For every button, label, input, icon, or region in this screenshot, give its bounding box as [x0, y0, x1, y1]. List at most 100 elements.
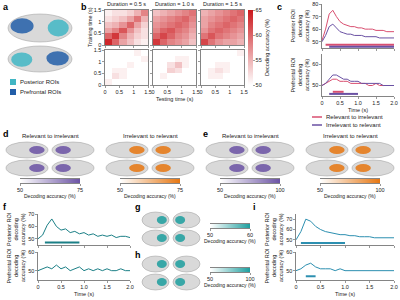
svg-text:1: 1: [228, 89, 231, 95]
svg-text:50: 50: [207, 276, 213, 282]
svg-text:Decoding accuracy (%): Decoding accuracy (%): [204, 282, 256, 288]
svg-text:60: 60: [286, 249, 292, 255]
svg-text:1: 1: [132, 89, 135, 95]
svg-text:a: a: [3, 2, 9, 12]
svg-text:50: 50: [312, 82, 318, 88]
svg-text:d: d: [3, 129, 9, 139]
svg-text:0: 0: [294, 284, 297, 290]
svg-text:Irrelevant to relevant: Irrelevant to relevant: [123, 133, 178, 139]
svg-text:Posterior ROIdecodingaccuracy: Posterior ROIdecodingaccuracy (%): [264, 212, 284, 246]
svg-text:h: h: [135, 250, 141, 260]
svg-text:50: 50: [217, 187, 223, 193]
svg-text:60: 60: [247, 232, 253, 238]
svg-text:60: 60: [286, 226, 292, 232]
svg-text:0.5: 0.5: [94, 30, 102, 36]
svg-text:Posterior ROIs: Posterior ROIs: [20, 79, 59, 85]
svg-text:1.0: 1.0: [341, 284, 349, 290]
svg-text:60: 60: [28, 223, 34, 229]
svg-text:75: 75: [77, 187, 83, 193]
svg-text:50: 50: [117, 187, 123, 193]
svg-text:Irrelevant to relevant: Irrelevant to relevant: [323, 133, 378, 139]
svg-text:50: 50: [17, 187, 23, 193]
svg-text:0.5: 0.5: [164, 89, 172, 95]
svg-text:1: 1: [98, 19, 101, 25]
svg-text:0: 0: [103, 89, 106, 95]
svg-text:Time (s): Time (s): [74, 291, 94, 297]
svg-text:Time (s): Time (s): [348, 107, 368, 113]
svg-text:50: 50: [312, 39, 318, 45]
svg-text:0.5: 0.5: [94, 70, 102, 76]
svg-text:e: e: [203, 129, 208, 139]
svg-text:Relevant to irrelevant: Relevant to irrelevant: [326, 114, 383, 120]
svg-text:50: 50: [207, 232, 213, 238]
svg-text:0: 0: [199, 89, 202, 95]
svg-text:70: 70: [312, 13, 318, 19]
svg-text:Decoding accuracy (%): Decoding accuracy (%): [124, 193, 176, 199]
svg-text:1.5: 1.5: [144, 89, 152, 95]
svg-text:0: 0: [151, 89, 154, 95]
svg-text:60: 60: [256, 32, 262, 38]
svg-text:g: g: [135, 202, 141, 212]
svg-text:0.5: 0.5: [336, 100, 344, 106]
svg-text:0: 0: [98, 82, 101, 88]
svg-text:0.5: 0.5: [212, 89, 220, 95]
svg-text:100: 100: [375, 187, 384, 193]
svg-text:60: 60: [312, 61, 318, 67]
svg-text:70: 70: [28, 211, 34, 217]
svg-text:50: 50: [28, 236, 34, 242]
svg-text:1: 1: [180, 89, 183, 95]
svg-text:60: 60: [28, 249, 34, 255]
svg-text:50: 50: [286, 268, 292, 274]
svg-text:Testing time (s): Testing time (s): [156, 96, 193, 102]
svg-text:Decoding accuracy (%): Decoding accuracy (%): [324, 193, 376, 199]
svg-text:55: 55: [256, 57, 262, 63]
svg-text:100: 100: [245, 276, 254, 282]
svg-text:Prefrontal ROIs: Prefrontal ROIs: [20, 89, 61, 95]
svg-text:70: 70: [286, 216, 292, 222]
svg-text:Duration = 0.5 s: Duration = 0.5 s: [107, 1, 146, 7]
svg-text:2.0: 2.0: [126, 284, 134, 290]
svg-text:Prefrontal ROIdecodingaccuracy: Prefrontal ROIdecodingaccuracy (%): [290, 57, 310, 93]
svg-text:1.5: 1.5: [240, 89, 248, 95]
svg-text:60: 60: [312, 26, 318, 32]
svg-text:Relevant to irrelevant: Relevant to irrelevant: [222, 133, 279, 139]
svg-text:1.5: 1.5: [366, 284, 374, 290]
svg-text:Relevant to irrelevant: Relevant to irrelevant: [22, 133, 79, 139]
svg-text:0: 0: [36, 284, 39, 290]
svg-text:Posterior ROIdecodingaccuracy: Posterior ROIdecodingaccuracy (%): [6, 212, 26, 246]
svg-text:Posterior ROIdecodingaccuracy: Posterior ROIdecodingaccuracy (%): [290, 9, 310, 43]
svg-text:50: 50: [256, 82, 262, 88]
svg-text:Duration = 1.5 s: Duration = 1.5 s: [203, 1, 242, 7]
svg-text:80: 80: [312, 1, 318, 7]
svg-text:0: 0: [320, 100, 323, 106]
svg-text:b: b: [81, 2, 87, 12]
svg-text:0.5: 0.5: [116, 89, 124, 95]
svg-text:1.0: 1.0: [80, 284, 88, 290]
svg-text:Time (s): Time (s): [335, 291, 355, 297]
svg-text:50: 50: [317, 187, 323, 193]
svg-text:50: 50: [28, 268, 34, 274]
svg-text:Decoding accuracy (%): Decoding accuracy (%): [204, 238, 256, 244]
svg-text:1.5: 1.5: [94, 7, 102, 13]
svg-text:75: 75: [177, 187, 183, 193]
svg-text:1.5: 1.5: [94, 47, 102, 53]
svg-text:2.0: 2.0: [390, 284, 398, 290]
svg-text:2.0: 2.0: [390, 100, 398, 106]
svg-text:c: c: [277, 2, 282, 12]
svg-text:i: i: [253, 202, 256, 212]
svg-text:50: 50: [286, 237, 292, 243]
svg-text:0.5: 0.5: [317, 284, 325, 290]
svg-text:Duration = 1.0 s: Duration = 1.0 s: [155, 1, 194, 7]
svg-text:Training time (s): Training time (s): [87, 7, 93, 47]
svg-text:Decoding accuracy (%): Decoding accuracy (%): [264, 19, 270, 76]
svg-text:Prefrontal ROIdecodingaccuracy: Prefrontal ROIdecodingaccuracy (%): [264, 248, 284, 284]
svg-text:1.5: 1.5: [192, 89, 200, 95]
svg-text:1.5: 1.5: [103, 284, 111, 290]
svg-text:65: 65: [256, 7, 262, 13]
svg-text:0.5: 0.5: [57, 284, 65, 290]
svg-text:Decoding accuracy (%): Decoding accuracy (%): [24, 193, 76, 199]
svg-text:100: 100: [275, 187, 284, 193]
svg-text:Decoding accuracy (%): Decoding accuracy (%): [224, 193, 276, 199]
svg-text:Prefrontal ROIdecodingaccuracy: Prefrontal ROIdecodingaccuracy (%): [6, 248, 26, 284]
svg-text:0: 0: [98, 42, 101, 48]
